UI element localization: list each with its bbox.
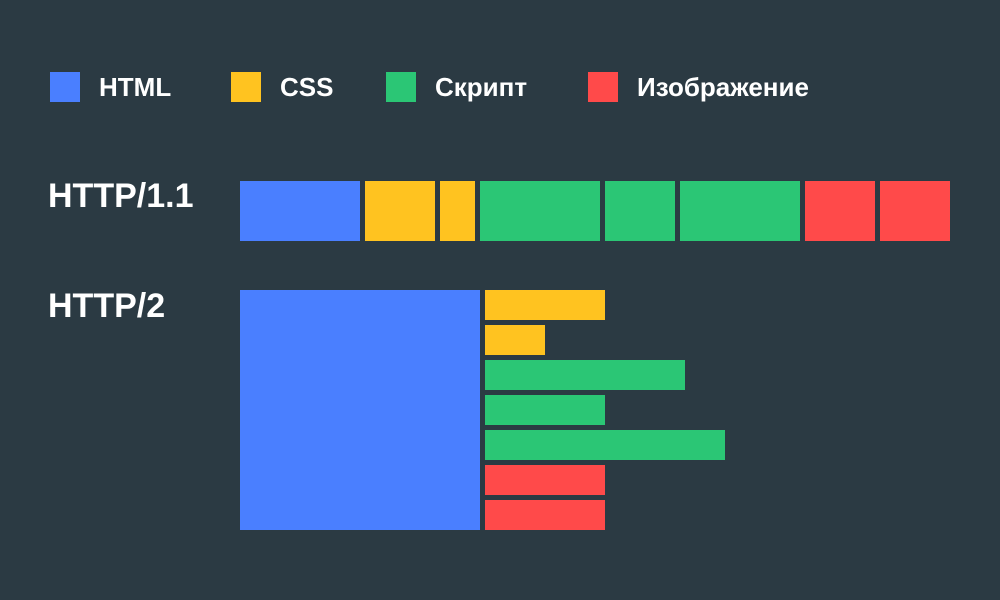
http2-image-bar [485, 500, 605, 530]
http2-label: HTTP/2 [48, 287, 166, 325]
http2-script-bar [485, 395, 605, 425]
image-color-swatch [588, 72, 618, 102]
http11-css-block [440, 181, 475, 241]
legend-label-html: HTML [99, 72, 172, 102]
http2-css-bar [485, 290, 605, 320]
legend-label-image: Изображение [637, 72, 809, 102]
css-color-swatch [231, 72, 261, 102]
legend-label-css: CSS [280, 72, 334, 102]
http11-label: HTTP/1.1 [48, 177, 194, 215]
http11-script-block [480, 181, 600, 241]
legend-label-script: Скрипт [435, 72, 528, 102]
http2-script-bar [485, 360, 685, 390]
http11-script-block [680, 181, 800, 241]
http11-html-block [240, 181, 360, 241]
http11-css-block [365, 181, 435, 241]
http2-css-bar [485, 325, 545, 355]
http11-image-block [880, 181, 950, 241]
http2-image-bar [485, 465, 605, 495]
http2-html-block [240, 290, 480, 530]
html-color-swatch [50, 72, 80, 102]
http11-script-block [605, 181, 675, 241]
http2-script-bar [485, 430, 725, 460]
http11-image-block [805, 181, 875, 241]
script-color-swatch [386, 72, 416, 102]
